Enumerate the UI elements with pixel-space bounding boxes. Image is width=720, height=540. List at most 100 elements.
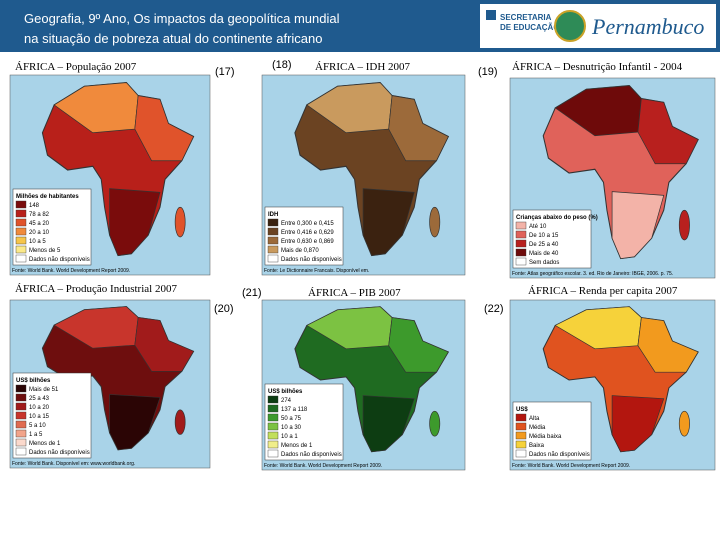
legend-swatch: [15, 254, 27, 263]
panel-number: (21): [242, 287, 262, 299]
legend-label: Menos de 1: [281, 443, 313, 449]
legend-swatch: [267, 449, 279, 458]
source: Fonte: World Bank. Disponível em: www.wo…: [12, 461, 135, 467]
legend-swatch: [15, 429, 27, 438]
legend-swatch: [267, 404, 279, 413]
legend-swatch: [15, 420, 27, 429]
legend-swatch: [267, 431, 279, 440]
madagascar: [429, 410, 441, 437]
legend-label: Baixa: [529, 443, 545, 449]
legend-swatch: [15, 438, 27, 447]
legend-label: 148: [29, 203, 40, 209]
legend-label: Até 10: [529, 224, 547, 230]
legend-label: Entre 0,416 e 0,629: [281, 230, 334, 236]
legend-label: 5 a 10: [29, 423, 46, 429]
map: [41, 306, 195, 451]
legend-swatch: [515, 239, 527, 248]
legend-swatch: [267, 440, 279, 449]
map: [294, 306, 450, 453]
legend-title: US$: [516, 407, 528, 413]
region: [109, 394, 161, 451]
legend-swatch: [15, 402, 27, 411]
logo-icon: [486, 10, 496, 20]
legend-swatch: [15, 411, 27, 420]
madagascar: [429, 206, 441, 238]
legend-swatch: [515, 449, 527, 458]
legend-swatch: [515, 431, 527, 440]
legend-swatch: [515, 440, 527, 449]
legend-swatch: [515, 248, 527, 257]
region: [134, 95, 195, 162]
legend-label: Dados não disponíveis: [29, 257, 90, 263]
madagascar: [174, 409, 186, 435]
title-line: na situação de pobreza atual do continen…: [24, 31, 323, 46]
legend-label: Menos de 1: [29, 441, 61, 447]
legend-label: 10 a 15: [29, 414, 50, 420]
region: [362, 188, 415, 256]
legend-swatch: [267, 413, 279, 422]
legend-label: 78 a 82: [29, 212, 50, 218]
legend-label: De 25 a 40: [529, 242, 559, 248]
panel-title: ÁFRICA – IDH 2007: [315, 61, 411, 73]
legend-swatch: [267, 218, 279, 227]
coat-of-arms: [554, 10, 586, 42]
legend-swatch: [267, 422, 279, 431]
legend-swatch: [515, 257, 527, 266]
legend-label: Média: [529, 425, 546, 431]
legend-label: 10 a 30: [281, 425, 302, 431]
legend-label: 25 a 43: [29, 396, 50, 402]
legend-label: Entre 0,300 e 0,415: [281, 221, 334, 227]
panel-number: (19): [478, 66, 498, 78]
legend-title: US$ bilhões: [16, 378, 51, 384]
legend-swatch: [515, 230, 527, 239]
map: [294, 82, 450, 257]
legend-label: Sem dados: [529, 260, 559, 266]
legend-swatch: [15, 209, 27, 218]
region: [388, 317, 449, 373]
legend-swatch: [15, 227, 27, 236]
legend-label: Alta: [529, 416, 540, 422]
logo-box: [480, 4, 716, 48]
legend-label: 50 a 75: [281, 416, 302, 422]
legend-swatch: [15, 236, 27, 245]
logo-text: SECRETARIA: [500, 13, 552, 22]
source: Fonte: World Bank. World Development Rep…: [264, 463, 382, 469]
legend-label: 10 a 20: [29, 405, 50, 411]
source: Fonte: Le Dictionnaire Francais. Disponí…: [264, 268, 369, 274]
panel-number: (20): [214, 303, 234, 315]
region: [637, 317, 699, 373]
legend-label: 45 a 20: [29, 221, 50, 227]
map: [542, 85, 699, 260]
madagascar: [174, 206, 186, 238]
legend-label: Dados não disponíveis: [281, 257, 342, 263]
panel-title: ÁFRICA – Desnutrição Infantil - 2004: [512, 61, 683, 73]
panel-number: (22): [484, 303, 504, 315]
legend-label: 20 a 10: [29, 230, 50, 236]
legend-label: 1 a 5: [29, 432, 43, 438]
legend-label: 274: [281, 398, 292, 404]
region: [637, 98, 699, 165]
region: [388, 95, 449, 162]
region: [362, 395, 415, 453]
legend-label: Dados não disponíveis: [529, 452, 590, 458]
panels: ÁFRICA – População 2007 (17) Milhões de ha…: [9, 59, 716, 471]
legend-label: 10 a 5: [29, 239, 46, 245]
legend-swatch: [267, 254, 279, 263]
source: Fonte: World Bank. World Development Rep…: [512, 463, 630, 469]
title-line: Geografia, 9º Ano, Os impactos da geopol…: [24, 11, 340, 26]
legend-label: Dados não disponíveis: [281, 452, 342, 458]
legend-swatch: [15, 447, 27, 456]
panel-number: (17): [215, 66, 235, 78]
legend-title: Milhões de habitantes: [16, 194, 79, 200]
legend-label: Média baixa: [529, 434, 562, 440]
map: [41, 82, 195, 257]
logo-text: DE EDUCAÇÃO: [500, 23, 560, 32]
madagascar: [678, 209, 690, 241]
region: [109, 188, 161, 256]
panel-number: (18): [272, 59, 292, 71]
legend-swatch: [15, 200, 27, 209]
madagascar: [678, 410, 690, 437]
legend-label: 10 a 1: [281, 434, 298, 440]
legend-label: 137 a 118: [281, 407, 308, 413]
